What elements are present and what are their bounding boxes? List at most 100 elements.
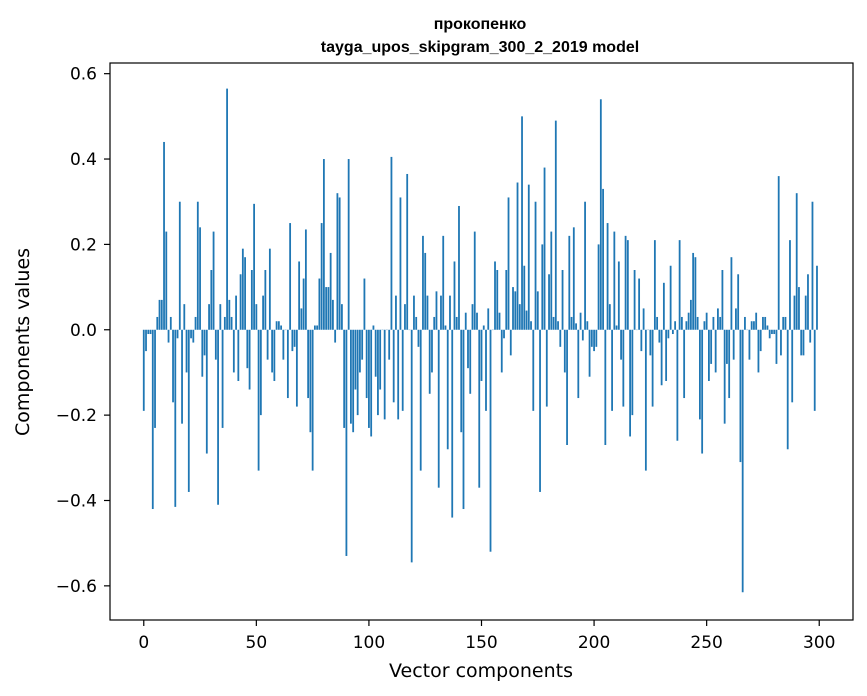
bar bbox=[741, 329, 744, 593]
bar bbox=[780, 329, 782, 356]
bar bbox=[255, 304, 258, 330]
bar bbox=[336, 193, 339, 330]
bar bbox=[755, 312, 758, 330]
bar bbox=[816, 265, 818, 330]
bar bbox=[631, 329, 634, 416]
bar bbox=[467, 329, 469, 369]
bar bbox=[638, 278, 641, 330]
bar bbox=[653, 240, 656, 330]
bar bbox=[214, 329, 217, 360]
bar bbox=[669, 265, 672, 330]
bar bbox=[809, 329, 812, 343]
bar bbox=[674, 321, 677, 330]
bars-group bbox=[142, 88, 818, 593]
bar bbox=[649, 329, 652, 356]
bar bbox=[550, 231, 553, 330]
bar bbox=[644, 329, 647, 471]
bar bbox=[480, 329, 483, 381]
bar bbox=[257, 329, 260, 471]
bar bbox=[149, 329, 152, 335]
bar bbox=[185, 329, 188, 373]
bar bbox=[473, 231, 476, 330]
bar bbox=[266, 329, 269, 360]
bar bbox=[433, 316, 436, 330]
x-axis-label: Vector components bbox=[389, 660, 573, 682]
bar bbox=[505, 270, 508, 330]
bar bbox=[782, 316, 785, 330]
bar bbox=[554, 120, 557, 330]
bar bbox=[717, 308, 719, 330]
bar bbox=[665, 329, 668, 381]
bar bbox=[244, 257, 246, 330]
bar bbox=[811, 201, 814, 330]
bar bbox=[210, 270, 213, 330]
bar bbox=[205, 329, 208, 454]
bar bbox=[354, 329, 357, 390]
bar bbox=[264, 270, 267, 330]
x-axis-ticks: 0 50 100 150 200 250 300 bbox=[138, 620, 835, 653]
bar bbox=[172, 329, 174, 403]
bar bbox=[165, 231, 168, 330]
bar bbox=[694, 257, 697, 330]
bar bbox=[361, 329, 364, 360]
bar bbox=[642, 308, 645, 330]
bar bbox=[516, 182, 519, 330]
bar bbox=[739, 329, 742, 463]
bar bbox=[599, 99, 602, 330]
bar bbox=[719, 316, 722, 330]
bar bbox=[424, 252, 427, 330]
bar bbox=[606, 223, 609, 330]
bar bbox=[449, 295, 451, 330]
bar bbox=[509, 329, 512, 356]
bar bbox=[415, 316, 418, 330]
bar bbox=[476, 312, 478, 330]
bar bbox=[732, 329, 735, 360]
bar bbox=[807, 274, 809, 330]
bar bbox=[156, 316, 159, 330]
bar bbox=[777, 176, 780, 330]
bar bbox=[374, 329, 377, 377]
bar bbox=[219, 304, 222, 330]
bar bbox=[793, 295, 796, 330]
bar bbox=[275, 321, 278, 330]
bar bbox=[536, 291, 539, 330]
bar bbox=[145, 329, 147, 352]
bar bbox=[503, 329, 505, 339]
bar bbox=[557, 321, 559, 330]
bar bbox=[471, 304, 474, 330]
bar bbox=[748, 329, 751, 360]
bar bbox=[226, 88, 228, 330]
bar bbox=[759, 329, 762, 352]
bar bbox=[593, 329, 595, 352]
bar bbox=[399, 197, 402, 330]
bar bbox=[404, 304, 406, 330]
bar bbox=[532, 329, 535, 411]
bar bbox=[167, 329, 170, 343]
bar bbox=[352, 329, 355, 433]
bar bbox=[530, 321, 532, 330]
bar bbox=[692, 252, 695, 330]
bar bbox=[178, 201, 181, 330]
bar bbox=[325, 287, 328, 330]
bar bbox=[458, 205, 460, 330]
bar bbox=[496, 270, 499, 330]
bar bbox=[575, 323, 577, 330]
bar bbox=[154, 329, 156, 428]
bar bbox=[428, 329, 431, 394]
bar bbox=[228, 299, 231, 330]
bar bbox=[401, 329, 404, 411]
bar bbox=[262, 295, 264, 330]
bar bbox=[590, 329, 593, 347]
bar bbox=[699, 329, 701, 420]
bar bbox=[640, 329, 643, 352]
bar bbox=[795, 193, 798, 330]
bar bbox=[268, 248, 271, 330]
bar bbox=[570, 316, 573, 330]
bar bbox=[572, 227, 575, 330]
x-tick-label: 50 bbox=[246, 633, 268, 653]
bar bbox=[318, 278, 321, 330]
bar bbox=[343, 329, 346, 428]
bar bbox=[723, 329, 726, 424]
bar bbox=[370, 329, 373, 437]
